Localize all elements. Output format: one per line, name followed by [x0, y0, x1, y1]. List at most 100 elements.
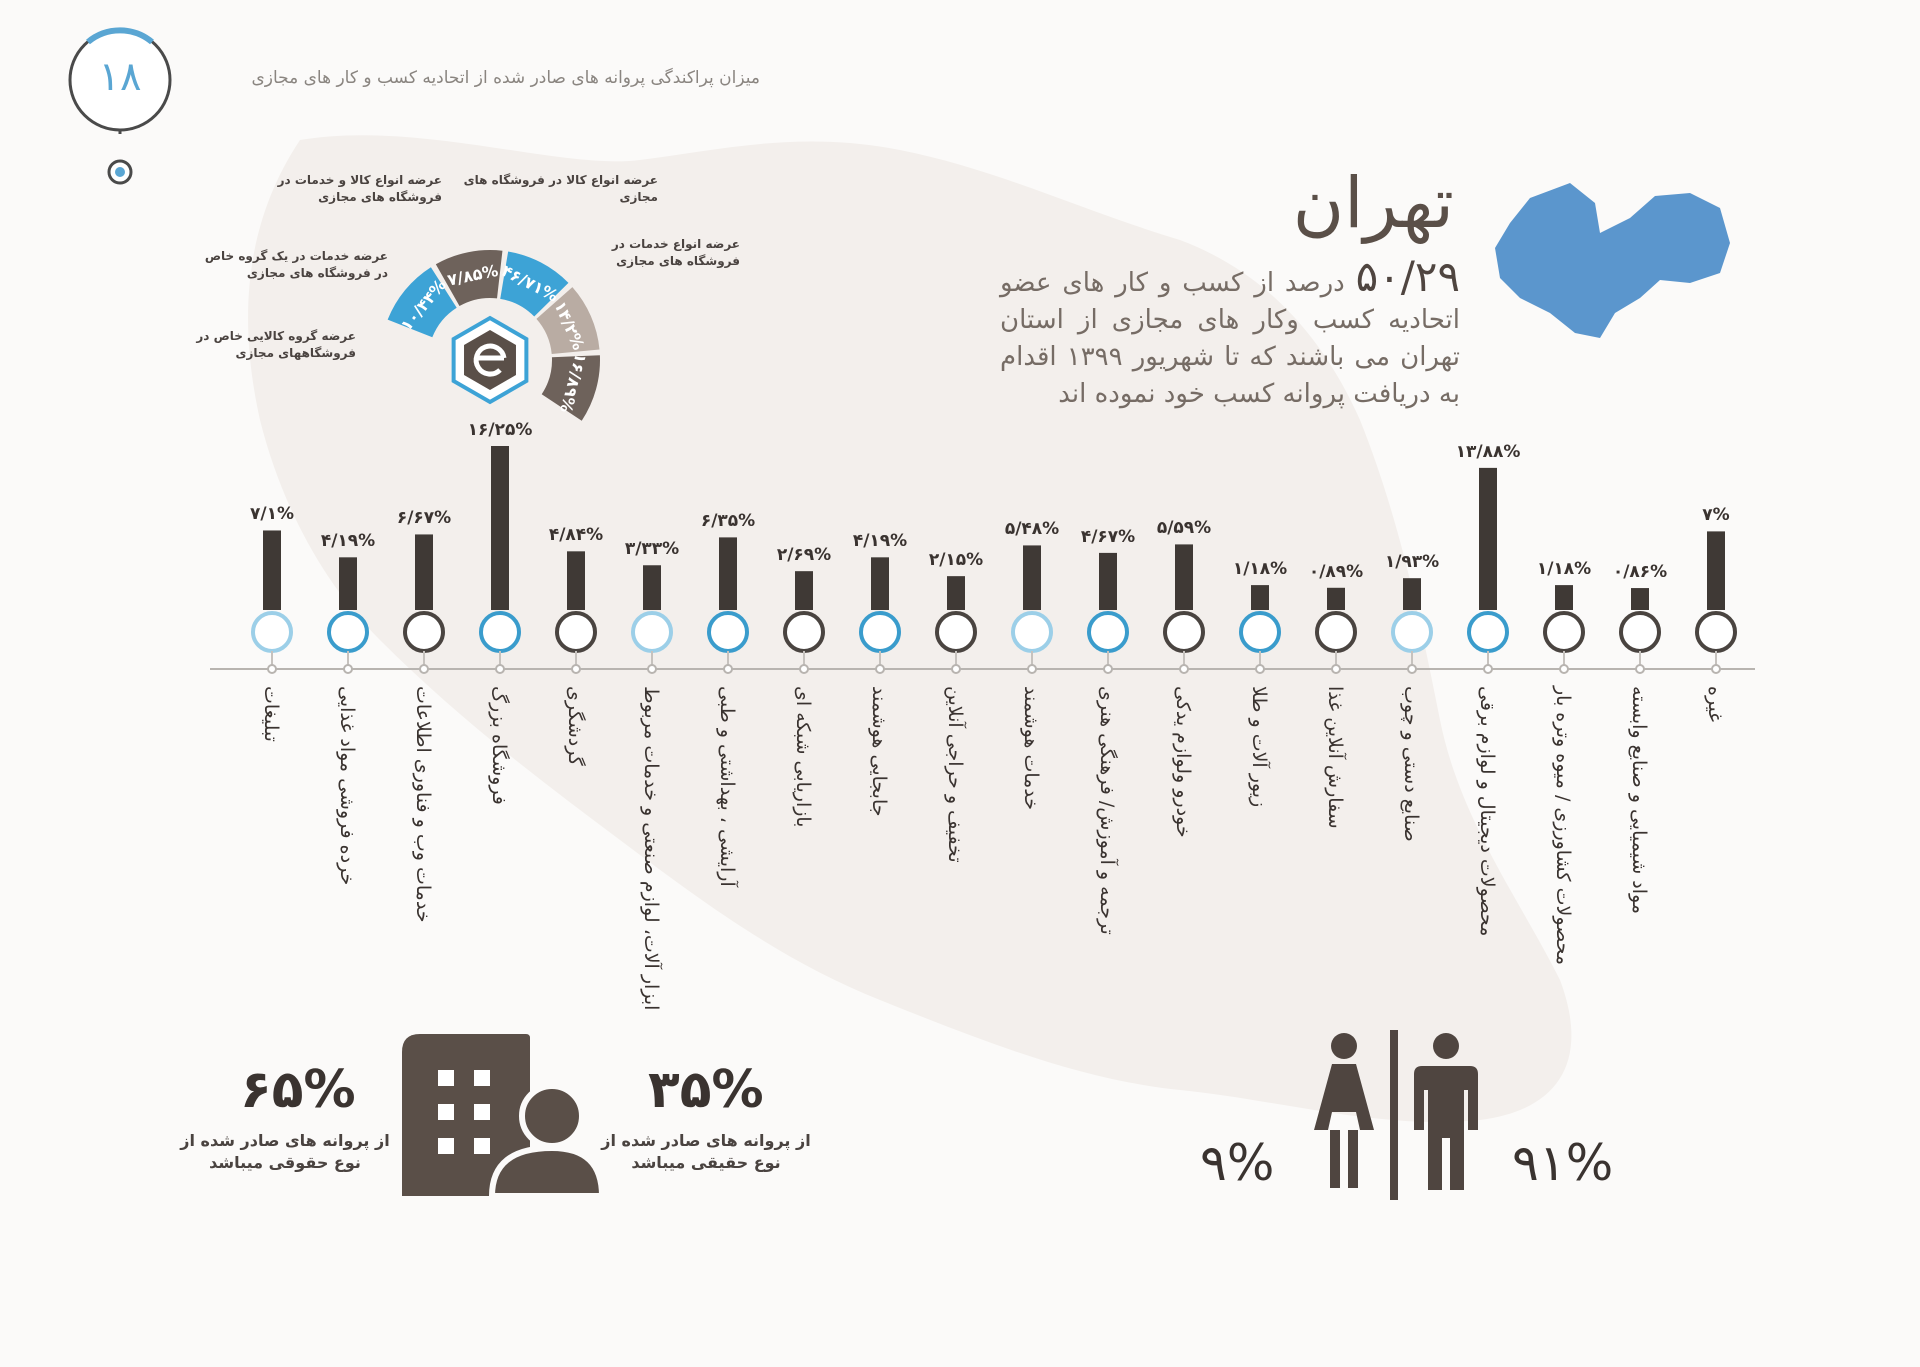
axis-tick-13: [799, 664, 809, 674]
bar-5: [1403, 578, 1421, 610]
category-label-text: گردشگری: [564, 686, 586, 766]
category-label-text: مواد شیمیایی و صنایع وابسته: [1628, 686, 1650, 915]
bar-6: [1327, 587, 1345, 610]
ring-segment-4: [536, 287, 600, 355]
bar-value-label-9: ۴/۶۷%: [1080, 526, 1136, 547]
axis-tick-7: [1255, 664, 1265, 674]
bar-marker-8: [1163, 611, 1205, 653]
category-label-text: محصولات کشاورزی / میوه وتره بار: [1552, 686, 1574, 966]
bar-marker-6: [1315, 611, 1357, 653]
female-percent: ۹%: [1200, 1134, 1275, 1192]
bar-marker-12: [859, 611, 901, 653]
bar-7: [1251, 585, 1269, 610]
page-number-badge: [68, 27, 172, 134]
bar-12: [871, 557, 889, 610]
bar-value-label-3: ۱/۱۸%: [1536, 559, 1592, 580]
bar-9: [1099, 552, 1117, 610]
axis-tick-2: [1635, 664, 1645, 674]
bar-17: [491, 446, 509, 610]
bar-value-label-15: ۳/۳۳%: [624, 539, 680, 560]
bar-16: [567, 551, 585, 610]
ring-note-1: عرضه گروه کالایی خاص در فروشگاههای مجازی: [196, 329, 356, 360]
region-title: تهران: [1292, 162, 1454, 244]
bar-marker-13: [783, 611, 825, 653]
ring-note-3: عرضه انواع کالا و خدمات در فروشگاه های م…: [277, 173, 442, 204]
bar-14: [719, 537, 737, 610]
bar-10: [1023, 545, 1041, 610]
bar-value-label-8: ۵/۵۹%: [1156, 518, 1212, 539]
page-title: میزان پراکندگی پروانه های صادر شده از ات…: [251, 68, 760, 88]
category-label-text: غیره: [1704, 686, 1726, 723]
bar-value-label-16: ۴/۸۴%: [548, 525, 604, 546]
bar-marker-3: [1543, 611, 1585, 653]
axis-tick-3: [1559, 664, 1569, 674]
axis-tick-18: [419, 664, 429, 674]
bar-marker-4: [1467, 611, 1509, 653]
category-label-text: بازاریابی شبکه ای: [792, 686, 814, 828]
axis-tick-14: [723, 664, 733, 674]
category-label-text: سفارش آنلاین غذا: [1324, 686, 1346, 829]
ring-chart: ۱۰/۴۴%۷/۸۵%۴۶/۷۱%۱۴/۲%۱۶/۸۹%: [387, 250, 600, 421]
category-label-text: آرایشی ، بهداشتی و طبی: [716, 686, 738, 887]
axis-tick-17: [495, 664, 505, 674]
category-label-text: تبلیغات: [260, 686, 282, 742]
page-number: ۱۸: [98, 54, 142, 100]
category-label-text: ابزار آلات، لوازم صنعتی و خدمات مربوط: [640, 686, 662, 1011]
bar-value-label-1: ۷%: [1702, 505, 1730, 526]
bar-18: [415, 534, 433, 610]
bar-value-label-12: ۴/۱۹%: [852, 531, 908, 552]
bar-value-label-13: ۲/۶۹%: [776, 545, 832, 566]
bar-value-label-5: ۱/۹۳%: [1384, 552, 1440, 573]
bar-marker-20: [251, 611, 293, 653]
region-description: ۵۰/۲۹ درصد از کسب و کار های عضو اتحادیه …: [1000, 256, 1460, 413]
bar-marker-15: [631, 611, 673, 653]
region-percent: ۵۰/۲۹: [1355, 252, 1461, 301]
ring-segment-1: [387, 267, 457, 338]
category-label-text: خرده فروشی مواد غذایی: [336, 686, 358, 886]
bar-value-label-18: ۶/۶۷%: [396, 508, 452, 529]
natural-note: از پروانه های صادر شده از نوع حقیقی میبا…: [601, 1131, 811, 1172]
bar-value-label-14: ۶/۳۵%: [700, 511, 756, 532]
axis-tick-9: [1103, 664, 1113, 674]
category-label-text: خودرو ولوازم یدکی: [1172, 686, 1194, 838]
bar-value-label-2: ۰/۸۶%: [1612, 562, 1668, 583]
ring-segment-3: [500, 251, 569, 317]
bar-value-label-10: ۵/۴۸%: [1004, 519, 1060, 540]
legal-percent: ۶۵%: [240, 1060, 356, 1120]
bar-value-label-20: ۷/۱%: [250, 504, 294, 525]
legal-note: از پروانه های صادر شده از نوع حقوقی میبا…: [180, 1131, 390, 1172]
axis-tick-19: [343, 664, 353, 674]
bar-marker-16: [555, 611, 597, 653]
bar-value-label-4: ۱۳/۸۸%: [1455, 441, 1521, 462]
bar-marker-1: [1695, 611, 1737, 653]
bar-20: [263, 530, 281, 610]
bar-value-label-19: ۴/۱۹%: [320, 531, 376, 552]
axis-tick-20: [267, 664, 277, 674]
axis-tick-1: [1711, 664, 1721, 674]
axis-tick-10: [1027, 664, 1037, 674]
category-label-text: محصولات دیجیتال و لوازم برقی: [1476, 686, 1498, 937]
category-label-text: خدمات هوشمند: [1020, 686, 1042, 811]
bar-marker-9: [1087, 611, 1129, 653]
woman-man-icon: [1314, 1030, 1478, 1200]
category-label-text: خدمات وب و فناوری اطلاعات: [412, 686, 434, 923]
ring-note-4: عرضه انواع کالا در فروشگاه های مجازی: [463, 173, 658, 204]
category-label-text: تخفیف و حراجی آنلاین: [944, 686, 966, 863]
bar-value-label-7: ۱/۱۸%: [1232, 559, 1288, 580]
category-label-text: ترجمه و آموزش/ فرهنگی هنری: [1096, 686, 1118, 935]
bar-marker-7: [1239, 611, 1281, 653]
bar-marker-5: [1391, 611, 1433, 653]
axis-tick-15: [647, 664, 657, 674]
ring-note-2: عرضه خدمات در یک گروه خاص در فروشگاه های…: [204, 249, 388, 280]
category-label-text: فروشگاه بزرگ: [488, 686, 510, 805]
axis-tick-8: [1179, 664, 1189, 674]
bar-marker-11: [935, 611, 977, 653]
badge-pin-icon: [107, 159, 133, 185]
bar-1: [1707, 531, 1725, 610]
male-percent: ۹۱%: [1512, 1134, 1614, 1192]
bar-chart: [210, 446, 1755, 674]
building-person-icon: [402, 1034, 602, 1196]
category-label-text: زیور آلات و طلا: [1248, 686, 1270, 808]
bar-11: [947, 576, 965, 610]
bar-marker-10: [1011, 611, 1053, 653]
